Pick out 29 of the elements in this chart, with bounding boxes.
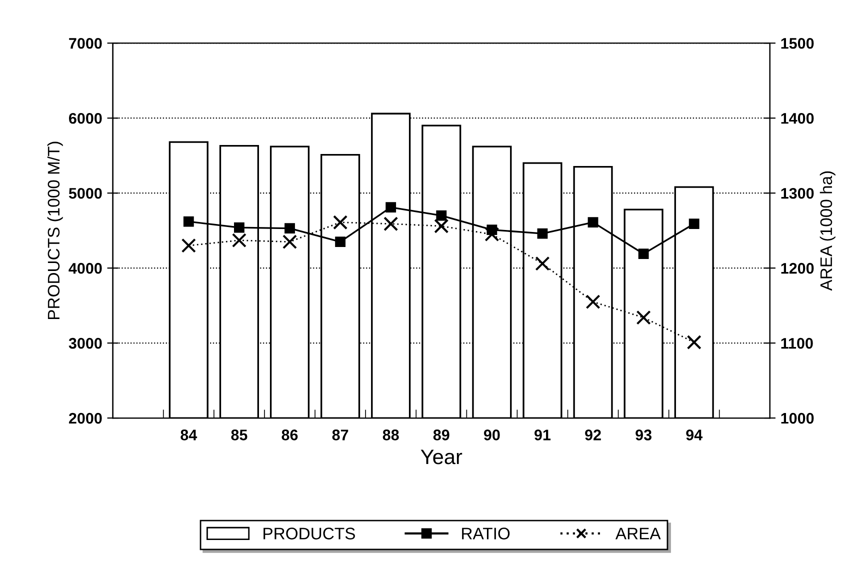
x-tick-label: 90 — [484, 430, 500, 440]
x-tick-label: 94 — [686, 430, 703, 440]
y2-axis-title: AREA (1000 ha) — [820, 171, 836, 291]
legend-label: PRODUCTS — [264, 528, 355, 540]
x-tick-label: 88 — [382, 430, 399, 440]
y2-tick-label: 1200 — [781, 262, 814, 274]
y-tick-label: 3000 — [68, 338, 102, 349]
y-tick-label: 4000 — [68, 262, 102, 274]
x-axis-title: Year — [420, 450, 462, 464]
y2-tick-label: 1400 — [781, 112, 814, 124]
x-tick-label: 84 — [180, 430, 198, 440]
legend-label: AREA — [615, 528, 661, 540]
x-tick-label: 85 — [231, 430, 248, 440]
x-tick-label: 89 — [433, 430, 450, 440]
x-tick-label: 86 — [282, 430, 298, 440]
y2-tick-label: 1300 — [781, 188, 814, 199]
y-tick-label: 2000 — [68, 412, 102, 424]
y2-tick-label: 1500 — [781, 38, 814, 49]
y-axis-title: PRODUCTS (1000 M/T) — [47, 142, 63, 320]
x-tick-label: 92 — [585, 430, 601, 440]
x-tick-label: 93 — [636, 430, 652, 440]
x-tick-label: 91 — [534, 430, 551, 440]
x-tick-label: 87 — [332, 430, 348, 440]
legend-label: RATIO — [462, 528, 510, 540]
y2-tick-label: 1100 — [781, 338, 813, 349]
y-tick-label: 6000 — [69, 112, 102, 124]
y-tick-label: 5000 — [68, 188, 102, 199]
y2-tick-label: 1000 — [781, 412, 814, 424]
y-tick-label: 7000 — [69, 38, 102, 49]
